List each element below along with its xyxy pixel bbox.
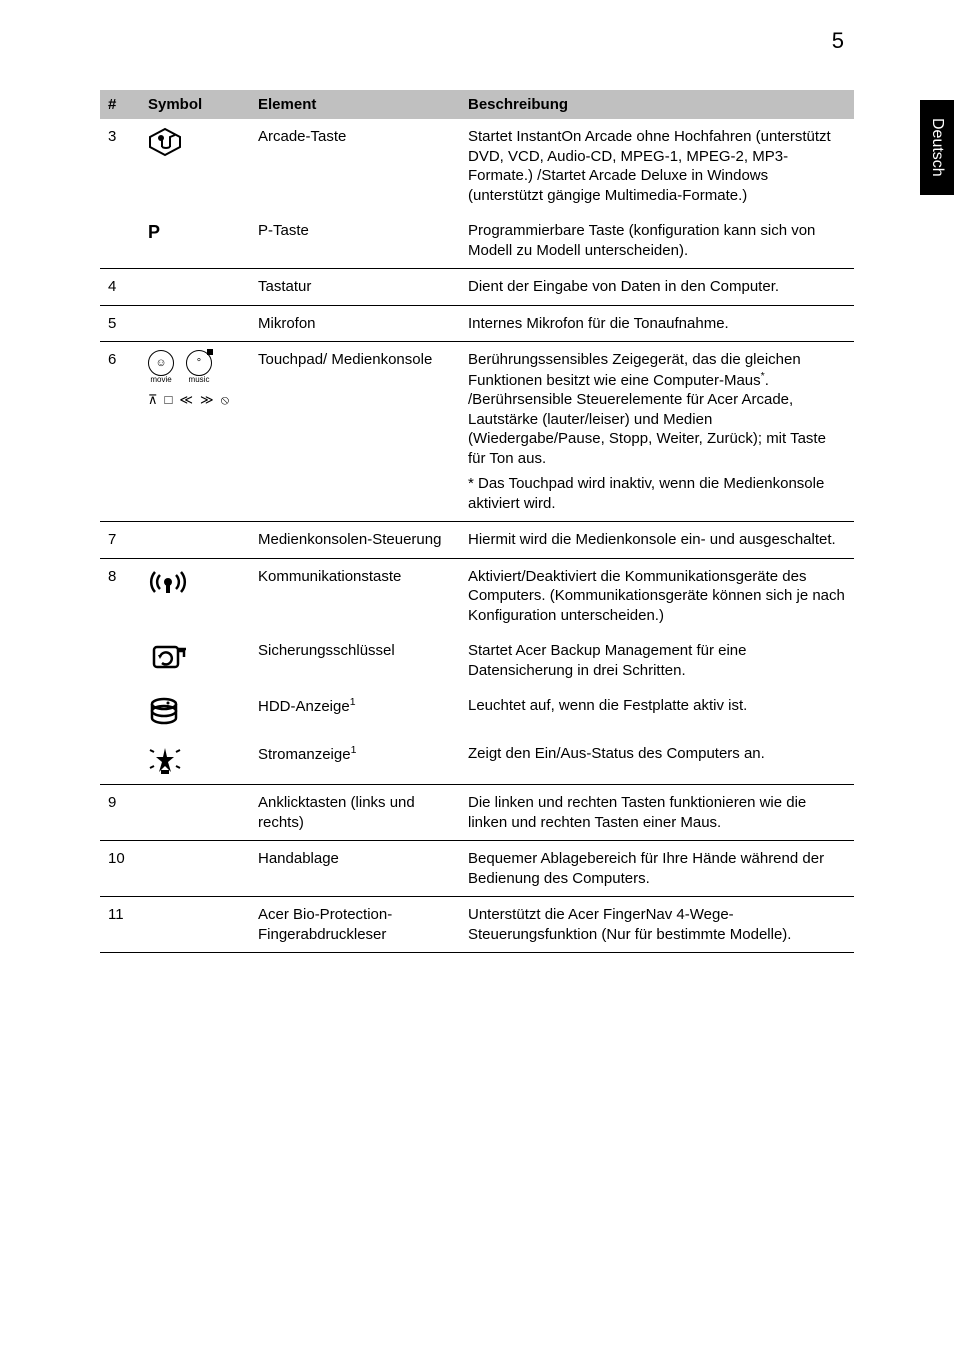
header-element: Element <box>250 90 460 119</box>
row-element: HDD-Anzeige1 <box>250 688 460 736</box>
row-description: Unterstützt die Acer FingerNav 4-Wege-St… <box>460 897 854 953</box>
p-key-icon: P <box>148 222 160 242</box>
table-row: HDD-Anzeige1Leuchtet auf, wenn die Festp… <box>100 688 854 736</box>
row-symbol <box>140 119 250 213</box>
row-symbol <box>140 633 250 688</box>
row-element: Stromanzeige1 <box>250 736 460 785</box>
row-description: Zeigt den Ein/Aus-Status des Computers a… <box>460 736 854 785</box>
row-number: 9 <box>100 785 140 841</box>
table-row: 5 MikrofonInternes Mikrofon für die Tonau… <box>100 305 854 342</box>
page: 5 Deutsch # Symbol Element Beschreibung … <box>0 0 954 1369</box>
table-row: 4 TastaturDient der Eingabe von Daten in … <box>100 269 854 306</box>
row-description: Aktiviert/Deaktiviert die Kommunikations… <box>460 558 854 633</box>
row-element: Anklicktasten (links und rechts) <box>250 785 460 841</box>
row-number: 6 <box>100 342 140 522</box>
row-symbol <box>140 522 250 559</box>
row-number: 11 <box>100 897 140 953</box>
row-element: Tastatur <box>250 269 460 306</box>
row-symbol <box>140 785 250 841</box>
spec-table: # Symbol Element Beschreibung 3 Arcade-Ta… <box>100 90 854 953</box>
row-description: Dient der Eingabe von Daten in den Compu… <box>460 269 854 306</box>
table-row: Stromanzeige1Zeigt den Ein/Aus-Status de… <box>100 736 854 785</box>
row-number: 7 <box>100 522 140 559</box>
row-number <box>100 633 140 688</box>
table-row: SicherungsschlüsselStartet Acer Backup M… <box>100 633 854 688</box>
movie-icon: ☺movie <box>148 350 174 376</box>
row-number: 3 <box>100 119 140 213</box>
row-element: Handablage <box>250 841 460 897</box>
header-symbol: Symbol <box>140 90 250 119</box>
row-element: Medienkonsolen-Steuerung <box>250 522 460 559</box>
row-number <box>100 213 140 269</box>
language-tab: Deutsch <box>920 100 954 195</box>
row-description: Leuchtet auf, wenn die Festplatte aktiv … <box>460 688 854 736</box>
wireless-icon <box>148 567 242 597</box>
row-symbol <box>140 558 250 633</box>
row-symbol <box>140 269 250 306</box>
row-description: Berührungssensibles Zeigegerät, das die … <box>460 342 854 522</box>
row-symbol: P <box>140 213 250 269</box>
table-row: P P-TasteProgrammierbare Taste (konfigura… <box>100 213 854 269</box>
page-number: 5 <box>832 28 844 54</box>
row-description: Startet InstantOn Arcade ohne Hochfahren… <box>460 119 854 213</box>
header-desc: Beschreibung <box>460 90 854 119</box>
row-symbol <box>140 736 250 785</box>
row-symbol <box>140 305 250 342</box>
hdd-icon <box>148 696 242 728</box>
table-row: 9 Anklicktasten (links und rechts)Die lin… <box>100 785 854 841</box>
table-row: 7 Medienkonsolen-SteuerungHiermit wird di… <box>100 522 854 559</box>
row-element: Kommunikationstaste <box>250 558 460 633</box>
row-number <box>100 688 140 736</box>
row-description: Internes Mikrofon für die Tonaufnahme. <box>460 305 854 342</box>
table-row: 6 ☺movie °music ⊼ □ ≪ ≫ ⦸ Touchpad/ Medienko… <box>100 342 854 522</box>
row-description: Programmierbare Taste (konfiguration kan… <box>460 213 854 269</box>
row-description: Bequemer Ablagebereich für Ihre Hände wä… <box>460 841 854 897</box>
header-num: # <box>100 90 140 119</box>
table-row: 8 KommunikationstasteAktiviert/Deaktivier… <box>100 558 854 633</box>
table-row: 11 Acer Bio-Protection-Fingerabdruckleser… <box>100 897 854 953</box>
row-number: 4 <box>100 269 140 306</box>
row-symbol <box>140 841 250 897</box>
media-controls-icons: ⊼ □ ≪ ≫ ⦸ <box>148 392 242 409</box>
row-symbol <box>140 897 250 953</box>
table-row: 3 Arcade-TasteStartet InstantOn Arcade oh… <box>100 119 854 213</box>
row-description: Die linken und rechten Tasten funktionie… <box>460 785 854 841</box>
music-icon: °music <box>186 350 212 376</box>
row-element: P-Taste <box>250 213 460 269</box>
table-header-row: # Symbol Element Beschreibung <box>100 90 854 119</box>
row-element: Acer Bio-Protection-Fingerabdruckleser <box>250 897 460 953</box>
power-icon <box>148 744 242 776</box>
backup-icon <box>148 641 242 673</box>
row-number: 8 <box>100 558 140 633</box>
row-element: Touchpad/ Medienkonsole <box>250 342 460 522</box>
row-element: Mikrofon <box>250 305 460 342</box>
row-symbol <box>140 688 250 736</box>
row-description: Hiermit wird die Medienkonsole ein- und … <box>460 522 854 559</box>
row-number: 10 <box>100 841 140 897</box>
row-element: Sicherungsschlüssel <box>250 633 460 688</box>
table-row: 10 HandablageBequemer Ablagebereich für I… <box>100 841 854 897</box>
row-number: 5 <box>100 305 140 342</box>
arcade-icon <box>148 127 242 157</box>
row-element: Arcade-Taste <box>250 119 460 213</box>
row-description: Startet Acer Backup Management für eine … <box>460 633 854 688</box>
row-symbol: ☺movie °music ⊼ □ ≪ ≫ ⦸ <box>140 342 250 522</box>
row-number <box>100 736 140 785</box>
